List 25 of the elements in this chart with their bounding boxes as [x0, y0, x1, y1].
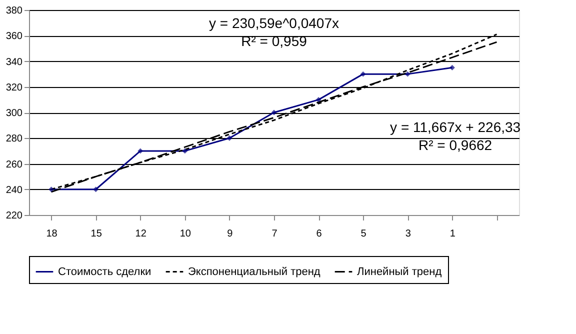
x-tick-label: 6	[316, 228, 322, 240]
y-tick-label: 380	[6, 6, 23, 16]
x-tick-label: 1	[450, 228, 456, 240]
x-tick-label: 7	[272, 228, 278, 240]
x-tick-label: 3	[405, 228, 412, 240]
annotation: R² = 0,9662	[418, 137, 492, 153]
y-tick-label: 280	[6, 134, 23, 145]
x-tick-label: 5	[360, 228, 367, 240]
y-tick-label: 300	[6, 108, 23, 119]
y-tick-label: 220	[6, 210, 23, 222]
y-tick-label: 340	[6, 56, 23, 68]
y-tick-label: 260	[6, 159, 23, 170]
y-tick-label: 360	[6, 31, 23, 42]
x-tick-label: 12	[135, 228, 147, 240]
x-tick-label: 15	[90, 228, 102, 240]
legend-label: Экспоненциальный тренд	[188, 266, 321, 278]
annotation: y = 230,59e^0,0407x	[209, 15, 339, 31]
x-tick-label: 18	[46, 228, 58, 240]
y-tick-label: 240	[6, 184, 23, 196]
annotation: y = 11,667x + 226,33	[390, 119, 521, 135]
x-tick-label: 10	[180, 228, 192, 240]
x-tick-label: 9	[227, 228, 234, 240]
legend-label: Линейный тренд	[357, 266, 442, 278]
y-tick-label: 320	[6, 82, 23, 94]
legend-label: Стоимость сделки	[58, 266, 152, 278]
